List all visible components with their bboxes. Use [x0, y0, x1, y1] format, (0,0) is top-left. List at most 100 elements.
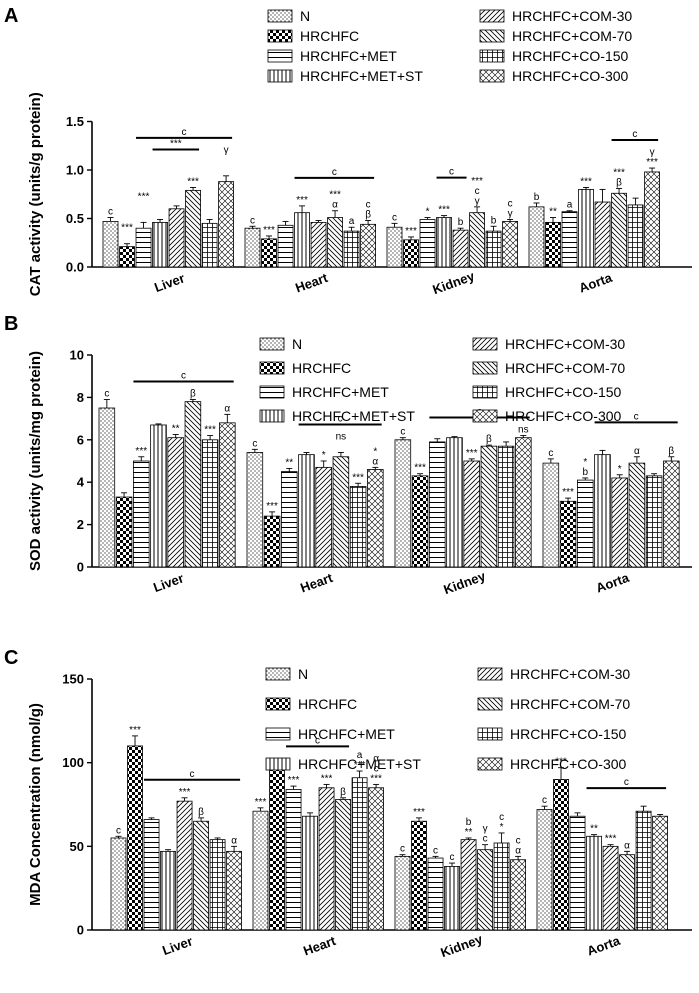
significance-label: β [198, 807, 204, 818]
significance-label: *** [466, 448, 478, 459]
legend-label: HRCHFC+COM-70 [505, 360, 625, 376]
legend-label: N [292, 336, 302, 352]
significance-label: a [567, 200, 573, 211]
x-category-label: Liver [151, 570, 185, 595]
bar [302, 815, 318, 931]
significance-line-label: c [182, 127, 187, 138]
legend-swatch [479, 29, 505, 43]
y-tick-label: 1.5 [66, 114, 84, 129]
bar [553, 779, 569, 931]
significance-label: *** [255, 797, 267, 808]
bar [594, 201, 611, 268]
x-category-label: Heart [298, 570, 335, 596]
legend-label: HRCHFC+CO-150 [510, 726, 627, 742]
legend-label: HRCHFC+MET [298, 726, 395, 742]
bar [452, 229, 469, 268]
legend-swatch [267, 49, 293, 63]
bar [219, 422, 236, 568]
significance-label: *** [580, 176, 592, 187]
significance-label: b [458, 217, 464, 228]
bar [294, 212, 310, 268]
significance-label: c [508, 198, 513, 209]
y-tick-label: 50 [70, 839, 84, 854]
legend-swatch [479, 49, 505, 63]
x-category-label: Heart [293, 270, 330, 296]
legend-label: HRCHFC+CO-150 [512, 48, 629, 64]
y-tick-label: 0.0 [66, 260, 84, 275]
significance-label: a [357, 750, 363, 761]
bar [663, 460, 680, 568]
legend-swatch [267, 9, 293, 23]
significance-label: *** [562, 487, 574, 498]
bar [411, 820, 427, 931]
bar [168, 208, 185, 268]
bar [244, 227, 261, 268]
significance-label: *** [605, 834, 617, 845]
legend-label: HRCHFC+MET+ST [300, 68, 423, 84]
legend-swatch [265, 667, 291, 681]
significance-line-label: c [634, 411, 639, 422]
bar [561, 211, 578, 268]
bar [403, 239, 419, 268]
bar [218, 181, 234, 268]
significance-label: γ [224, 145, 229, 156]
significance-label: *** [414, 463, 426, 474]
significance-label: α [332, 200, 338, 211]
bar [167, 437, 184, 568]
bar [152, 221, 168, 268]
significance-label: c [400, 427, 405, 438]
legend-label: HRCHFC+COM-30 [510, 666, 630, 682]
bar [261, 238, 277, 268]
bar [176, 800, 193, 931]
bar [619, 854, 635, 931]
bar [327, 217, 343, 268]
significance-label: c [542, 795, 547, 806]
x-category-label: Kidney [442, 568, 489, 597]
legend-label: HRCHFC [298, 696, 357, 712]
significance-label: * [373, 446, 377, 457]
panel-letter-c: C [4, 647, 18, 669]
bar [201, 439, 219, 568]
y-tick-label: 0 [77, 560, 84, 575]
x-category-label: Liver [160, 933, 194, 958]
bar [427, 857, 444, 931]
bar [469, 212, 485, 268]
bar [127, 745, 143, 931]
significance-label: *** [179, 787, 191, 798]
bar [351, 777, 368, 931]
significance-label: *** [329, 190, 341, 201]
bar [310, 221, 327, 268]
bar [436, 217, 452, 268]
bar [485, 230, 502, 268]
significance-line-label: c [181, 371, 186, 382]
bar [102, 221, 119, 268]
bar [542, 462, 560, 568]
legend-swatch [477, 667, 503, 681]
significance-label: b [466, 817, 472, 828]
legend-swatch [265, 727, 291, 741]
y-tick-label: 1.0 [66, 163, 84, 178]
significance-label: *** [187, 176, 199, 187]
significance-label: *** [121, 223, 133, 234]
bar [644, 171, 660, 268]
significance-label: *** [263, 225, 275, 236]
bar [578, 188, 594, 268]
legend-swatch [477, 697, 503, 711]
bar [119, 246, 135, 268]
significance-label: ** [465, 827, 473, 838]
bar [627, 204, 644, 268]
legend-label: HRCHFC+COM-70 [510, 696, 630, 712]
bar [559, 500, 577, 568]
y-axis-title: MDA Concentration (nmol/g) [27, 703, 44, 906]
y-tick-label: 100 [62, 755, 84, 770]
significance-label: * [618, 464, 622, 475]
significance-label: c [104, 389, 109, 400]
significance-label: β [190, 389, 196, 400]
y-tick-label: 0 [77, 923, 84, 938]
significance-label: c [116, 825, 121, 836]
significance-label: *** [296, 195, 308, 206]
significance-label: ** [549, 207, 557, 218]
significance-label: β [365, 209, 371, 220]
legend-label: HRCHFC+CO-300 [505, 408, 622, 424]
